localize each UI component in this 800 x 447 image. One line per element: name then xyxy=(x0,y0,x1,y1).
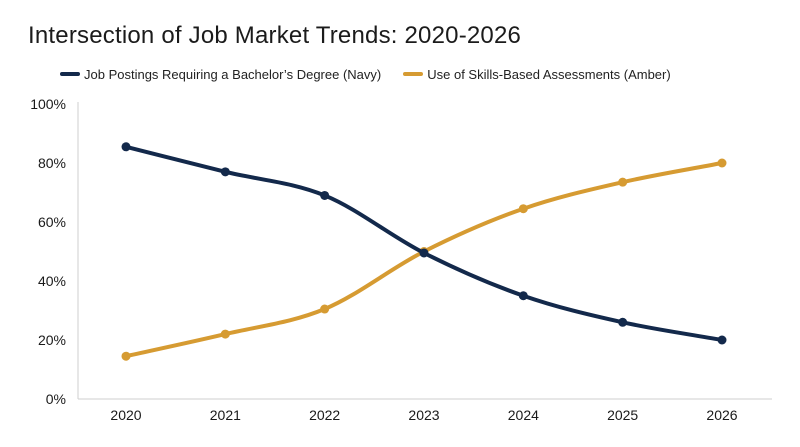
series-2-point xyxy=(618,177,628,187)
x-tick-label: 2021 xyxy=(210,407,241,423)
y-tick-label: 0% xyxy=(46,391,66,407)
chart-axes: 0% 20% 40% 60% 80% 100% 2020 2021 2022 2023 2024 20… xyxy=(30,96,772,423)
series-2-point xyxy=(220,329,230,339)
legend-item-series-1: Job Postings Requiring a Bachelor’s Degr… xyxy=(60,67,381,82)
y-tick-label: 80% xyxy=(38,155,66,171)
x-tick-label: 2022 xyxy=(309,407,340,423)
y-tick-label: 100% xyxy=(30,96,66,112)
series-2-point xyxy=(518,204,528,214)
legend-label-series-1: Job Postings Requiring a Bachelor’s Degr… xyxy=(84,66,382,82)
y-tick-label: 60% xyxy=(38,214,66,230)
legend-swatch-series-2 xyxy=(403,72,424,76)
series-1-point xyxy=(419,248,429,258)
series-1-point xyxy=(518,291,528,301)
series-line-1 xyxy=(124,144,724,342)
series-2-point xyxy=(320,304,330,314)
x-tick-label: 2024 xyxy=(508,407,539,423)
x-tick-label: 2023 xyxy=(408,407,439,423)
chart-legend: Job Postings Requiring a Bachelor’s Degr… xyxy=(60,65,693,83)
series-line-2 xyxy=(124,161,724,359)
y-tick-label: 20% xyxy=(38,332,66,348)
chart-lines xyxy=(121,142,727,361)
series-1-point xyxy=(717,335,727,345)
x-tick-label: 2025 xyxy=(607,407,638,423)
x-tick-label: 2020 xyxy=(110,407,141,423)
series-2-point xyxy=(121,351,131,361)
legend-swatch-series-1 xyxy=(60,72,80,76)
series-2-point xyxy=(717,158,727,168)
legend-item-series-2: Use of Skills-Based Assessments (Amber) xyxy=(403,66,671,82)
series-1-point xyxy=(121,142,131,152)
series-1-point xyxy=(220,167,230,177)
series-1-point xyxy=(618,317,628,327)
legend-label-series-2: Use of Skills-Based Assessments (Amber) xyxy=(427,66,671,82)
chart-title: Intersection of Job Market Trends: 2020-… xyxy=(28,22,522,49)
series-1-point xyxy=(320,190,330,200)
x-tick-label: 2026 xyxy=(706,407,737,423)
y-tick-label: 40% xyxy=(38,273,66,289)
